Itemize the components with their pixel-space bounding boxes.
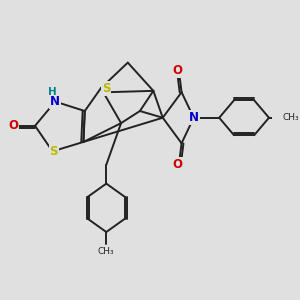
Text: H: H (48, 87, 56, 97)
Text: S: S (102, 82, 110, 95)
Text: S: S (50, 145, 58, 158)
Text: O: O (172, 64, 182, 77)
Text: CH₃: CH₃ (98, 247, 115, 256)
Text: O: O (172, 158, 182, 171)
Text: N: N (189, 111, 199, 124)
Text: N: N (50, 95, 60, 108)
Text: CH₃: CH₃ (283, 113, 300, 122)
Text: O: O (8, 119, 19, 132)
